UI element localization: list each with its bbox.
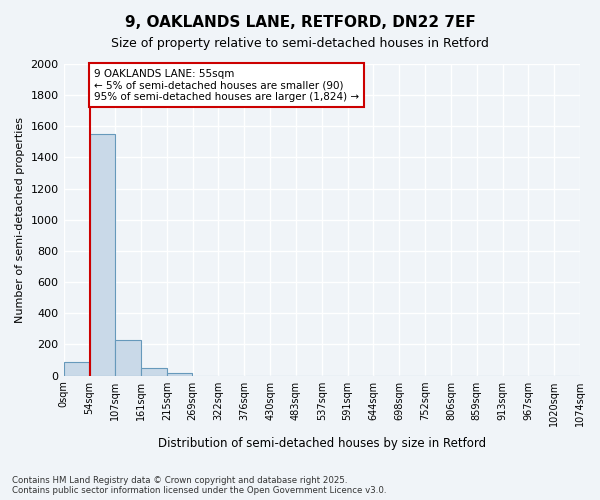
Text: Contains HM Land Registry data © Crown copyright and database right 2025.
Contai: Contains HM Land Registry data © Crown c… — [12, 476, 386, 495]
Bar — [89, 134, 115, 376]
Bar — [64, 362, 89, 376]
Bar — [141, 368, 167, 376]
X-axis label: Distribution of semi-detached houses by size in Retford: Distribution of semi-detached houses by … — [158, 437, 486, 450]
Text: Size of property relative to semi-detached houses in Retford: Size of property relative to semi-detach… — [111, 38, 489, 51]
Text: 9 OAKLANDS LANE: 55sqm
← 5% of semi-detached houses are smaller (90)
95% of semi: 9 OAKLANDS LANE: 55sqm ← 5% of semi-deta… — [94, 68, 359, 102]
Y-axis label: Number of semi-detached properties: Number of semi-detached properties — [15, 117, 25, 323]
Bar — [115, 340, 141, 376]
Text: 9, OAKLANDS LANE, RETFORD, DN22 7EF: 9, OAKLANDS LANE, RETFORD, DN22 7EF — [125, 15, 475, 30]
Bar — [167, 372, 193, 376]
